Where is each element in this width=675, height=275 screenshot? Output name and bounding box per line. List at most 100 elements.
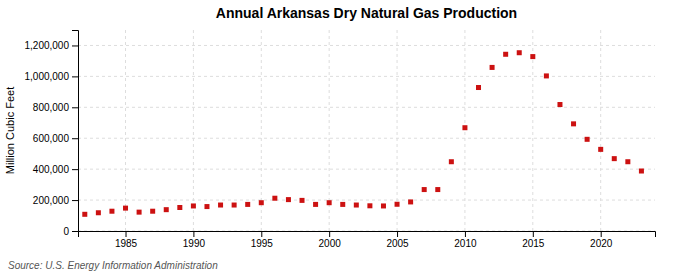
point — [96, 210, 101, 215]
x-tick: 2010 — [454, 231, 477, 249]
point — [123, 206, 128, 211]
x-tick-mark — [193, 231, 194, 237]
point — [259, 200, 264, 205]
point — [354, 203, 359, 208]
point — [327, 200, 332, 205]
point — [191, 203, 196, 208]
point — [177, 205, 182, 210]
point — [625, 159, 630, 164]
x-tick-label: 1985 — [115, 238, 138, 249]
point — [286, 197, 291, 202]
point — [313, 202, 318, 207]
x-tick: 2015 — [522, 231, 545, 249]
x-tick-label: 2020 — [590, 238, 613, 249]
y-tick-mark — [72, 138, 78, 139]
x-grid-line — [125, 30, 126, 231]
x-tick-label: 2000 — [319, 238, 342, 249]
y-tick-label: 0 — [63, 226, 69, 237]
y-tick-mark — [72, 200, 78, 201]
point — [367, 203, 372, 208]
point — [232, 203, 237, 208]
point — [585, 137, 590, 142]
y-tick-label: 200,000 — [33, 195, 70, 206]
y-tick-mark — [72, 76, 78, 77]
point — [530, 54, 535, 59]
point — [544, 73, 549, 78]
grid — [78, 30, 655, 231]
plot-area: 1985 1990 1995 2000 2005 2010 2015 2020 0 200,000… — [25, 30, 656, 249]
point — [340, 202, 345, 207]
y-tick-mark — [72, 107, 78, 108]
point — [612, 156, 617, 161]
y-tick-label: 400,000 — [33, 164, 70, 175]
y-axis-line — [72, 31, 79, 232]
point — [150, 209, 155, 214]
x-tick-mark — [465, 231, 466, 237]
y-tick-mark — [72, 231, 78, 232]
y-grid-line — [78, 45, 655, 46]
x-grid-line — [600, 30, 601, 231]
x-tick: 2020 — [590, 231, 613, 249]
x-tick: 1990 — [183, 231, 206, 249]
y-tick: 200,000 — [33, 195, 78, 206]
x-tick-mark — [533, 231, 534, 237]
x-tick-mark — [126, 231, 127, 237]
points — [82, 50, 644, 217]
x-tick-mark — [261, 231, 262, 237]
point — [571, 121, 576, 126]
y-grid-line — [78, 169, 655, 170]
x-axis: 1985 1990 1995 2000 2005 2010 2015 2020 — [79, 231, 656, 249]
point — [490, 65, 495, 70]
y-tick: 1,000,000 — [25, 71, 79, 82]
y-tick: 400,000 — [33, 164, 78, 175]
x-tick-label: 1990 — [183, 238, 206, 249]
y-tick-label: 600,000 — [33, 133, 70, 144]
point — [82, 212, 87, 217]
y-tick: 600,000 — [33, 133, 78, 144]
point — [300, 198, 305, 203]
y-tick-label: 1,200,000 — [25, 40, 70, 51]
y-tick: 0 — [63, 226, 78, 237]
x-grid-line — [464, 30, 465, 231]
y-axis-title: Million Cubic Feet — [4, 87, 16, 174]
x-tick: 1995 — [251, 231, 274, 249]
x-tick-label: 2005 — [386, 238, 409, 249]
y-tick-mark — [72, 45, 78, 46]
x-tick: 1985 — [115, 231, 138, 249]
x-grid-line — [397, 30, 398, 231]
x-tick: 2000 — [319, 231, 342, 249]
point — [598, 147, 603, 152]
x-axis-line — [79, 232, 656, 238]
y-tick: 1,200,000 — [25, 40, 79, 51]
x-tick-mark — [397, 231, 398, 237]
y-grid-line — [78, 107, 655, 108]
x-tick-label: 1995 — [251, 238, 274, 249]
y-tick: 800,000 — [33, 102, 78, 113]
annotation: Source: U.S. Energy Information Administ… — [8, 260, 218, 271]
point — [449, 159, 454, 164]
x-tick-label: 2015 — [522, 238, 545, 249]
point — [435, 187, 440, 192]
point — [517, 50, 522, 55]
point — [408, 199, 413, 204]
x-grid-line — [532, 30, 533, 231]
point — [395, 202, 400, 207]
point — [204, 204, 209, 209]
point — [164, 207, 169, 212]
y-tick-mark — [72, 169, 78, 170]
y-tick-label: 800,000 — [33, 102, 70, 113]
point — [109, 209, 114, 214]
y-grid-line — [78, 200, 655, 201]
y-axis: 0 200,000 400,000 600,000 800,000 1,000,000 1,… — [25, 31, 79, 237]
point — [137, 210, 142, 215]
point — [272, 196, 277, 201]
x-tick-label: 2010 — [454, 238, 477, 249]
point — [476, 85, 481, 90]
y-tick-label: 1,000,000 — [25, 71, 70, 82]
x-grid-line — [193, 30, 194, 231]
point — [381, 203, 386, 208]
point — [245, 202, 250, 207]
title: Annual Arkansas Dry Natural Gas Producti… — [216, 5, 517, 21]
y-grid-line — [78, 76, 655, 77]
x-tick: 2005 — [386, 231, 409, 249]
